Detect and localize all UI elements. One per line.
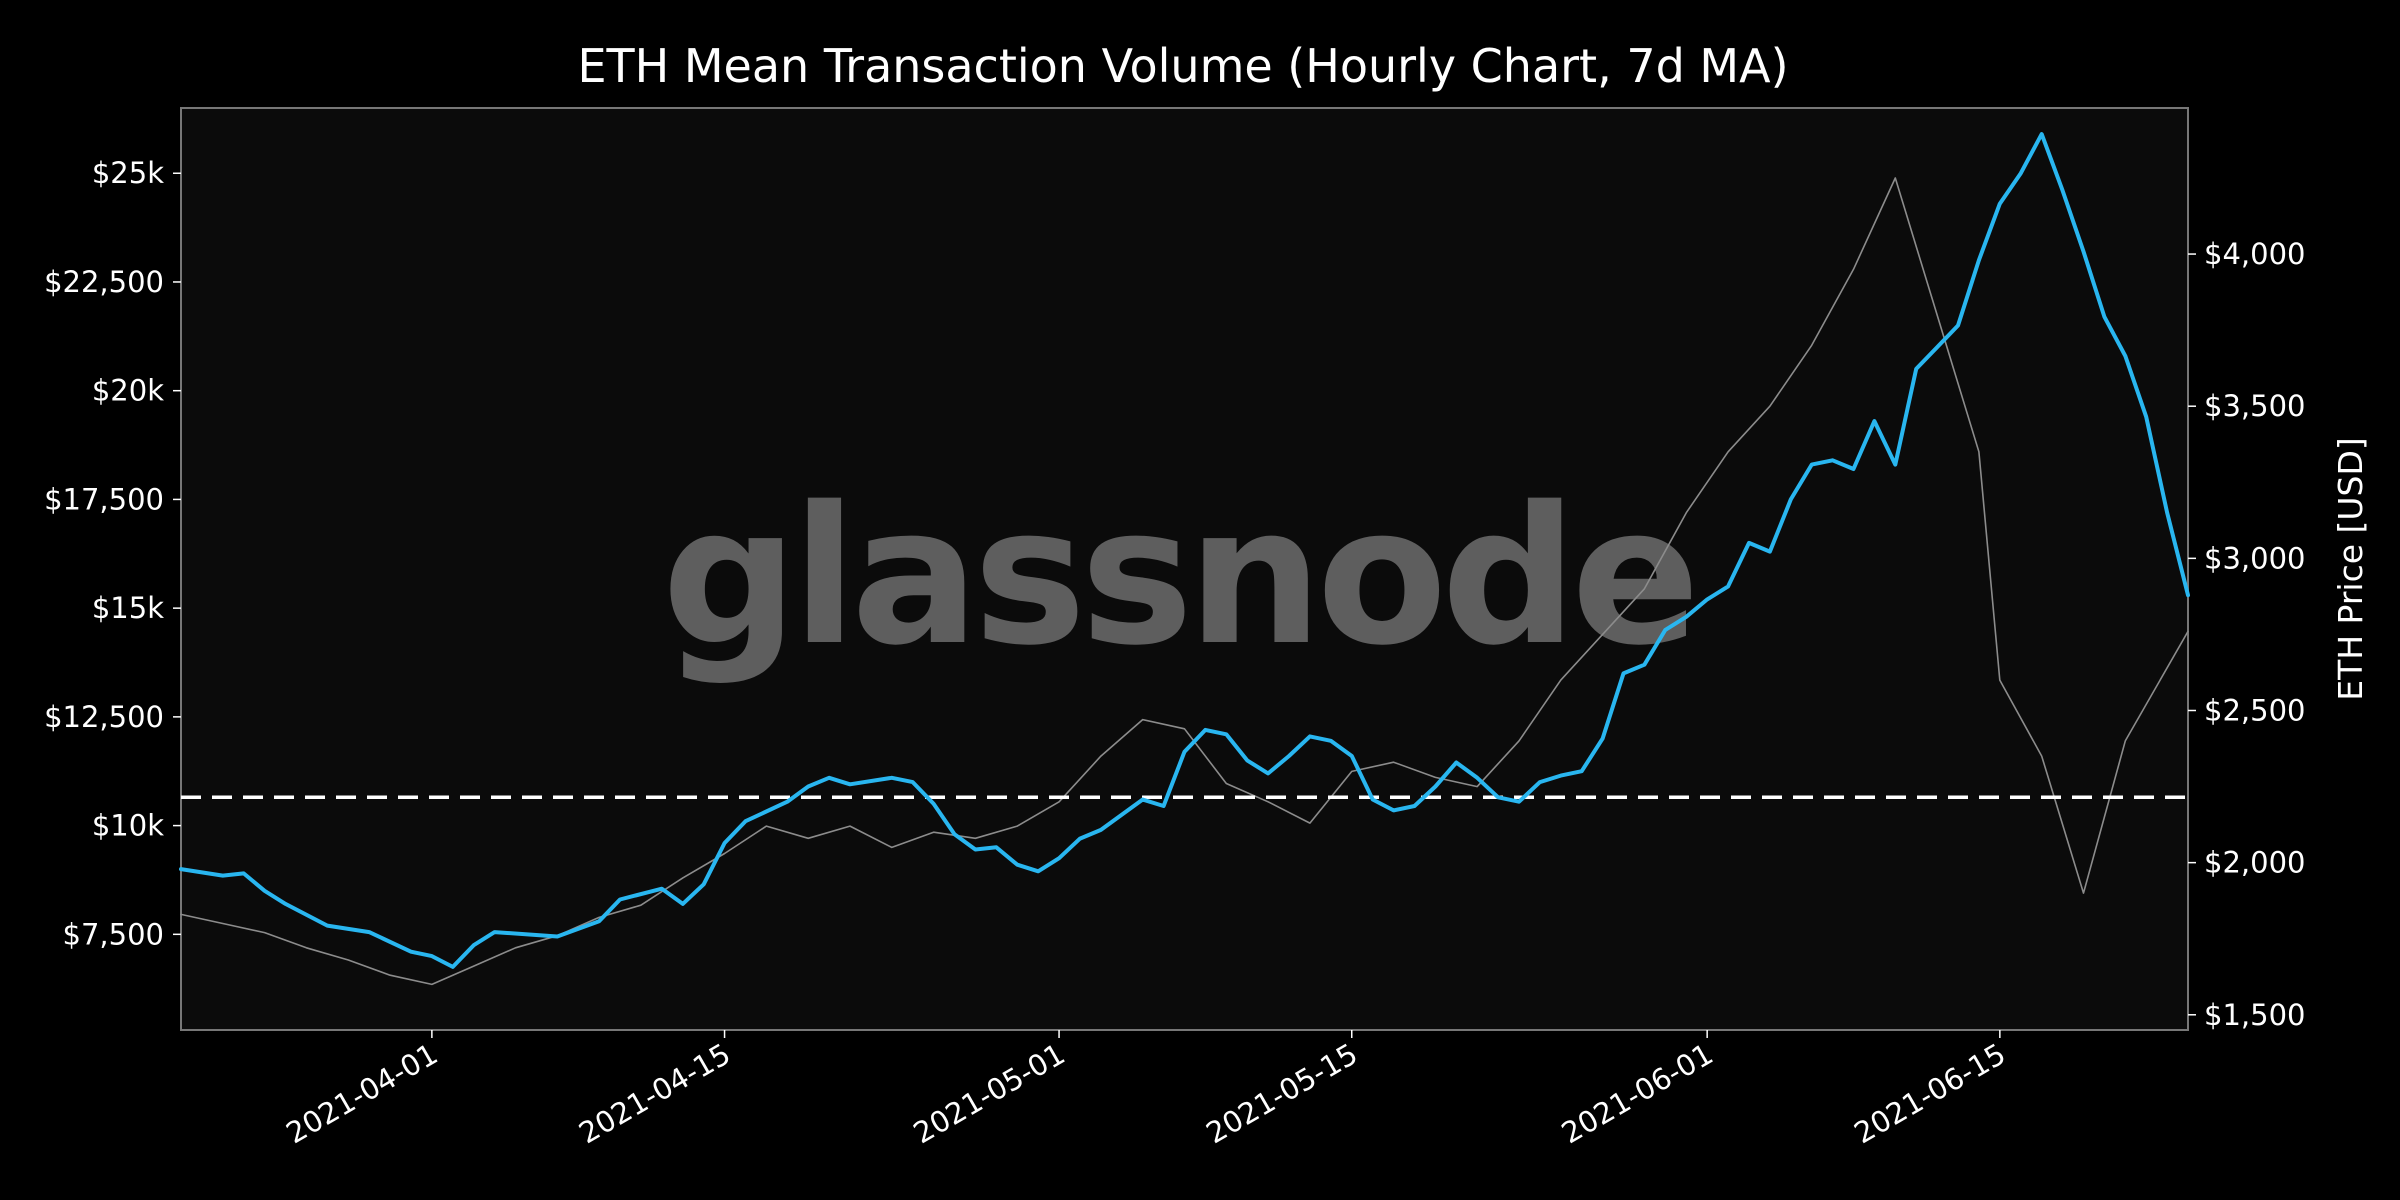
plot-area <box>180 107 2189 1031</box>
price-line <box>180 177 2189 986</box>
y-right-tick-label: $4,000 <box>2204 237 2305 271</box>
y-left-tick-label: $20k <box>92 374 164 408</box>
y-left-tick-label: $7,500 <box>63 917 164 951</box>
y-right-tick-label: $2,500 <box>2204 693 2305 727</box>
y-left-tick-label: $15k <box>92 591 164 625</box>
y-axis-right: $1,500 $2,000 $2,500 $3,000 $3,500 $4,000 <box>2188 237 2305 1032</box>
y-left-tick-label: $10k <box>92 809 164 843</box>
y-left-tick-label: $12,500 <box>44 700 164 734</box>
y-right-tick-label: $3,500 <box>2204 389 2305 423</box>
watermark: glassnode <box>662 466 1694 687</box>
volume-line <box>179 132 2190 969</box>
y-left-tick-label: $17,500 <box>44 482 164 516</box>
y-right-tick-label: $3,000 <box>2204 541 2305 575</box>
y-left-tick-label: $25k <box>92 156 164 190</box>
y-axis-right-label: ETH Price [USD] <box>2331 437 2370 701</box>
y-left-tick-label: $22,500 <box>44 265 164 299</box>
y-right-tick-label: $2,000 <box>2204 846 2305 880</box>
chart-title: ETH Mean Transaction Volume (Hourly Char… <box>577 39 1788 93</box>
y-right-tick-label: $1,500 <box>2204 998 2305 1032</box>
y-axis-left: $7,500 $10k $12,500 $15k $17,500 $20k $22,500 $… <box>44 156 181 951</box>
price-series <box>180 177 2189 986</box>
volume-series <box>179 132 2190 969</box>
